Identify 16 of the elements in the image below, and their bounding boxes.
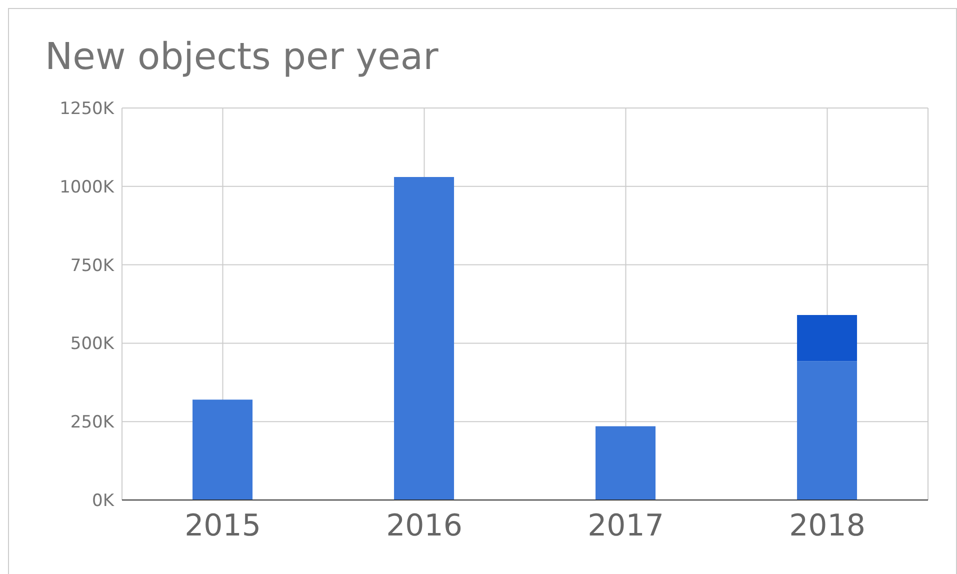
x-tick-label: 2018 (789, 508, 866, 544)
y-tick-label: 1000K (60, 177, 115, 198)
bar (797, 361, 858, 500)
x-tick-label: 2017 (588, 508, 664, 544)
y-tick-label: 0K (92, 491, 115, 512)
x-tick-label: 2015 (184, 508, 261, 544)
bar (394, 176, 454, 500)
y-tick-label: 1250K (60, 99, 115, 120)
chart-title: New objects per year (45, 35, 438, 78)
y-tick-label: 250K (70, 412, 115, 433)
y-tick-label: 500K (70, 334, 115, 354)
bar (797, 314, 858, 362)
y-tick-label: 750K (70, 256, 115, 276)
bar (192, 400, 253, 500)
bar (596, 426, 656, 500)
x-tick-label: 2016 (386, 508, 462, 544)
